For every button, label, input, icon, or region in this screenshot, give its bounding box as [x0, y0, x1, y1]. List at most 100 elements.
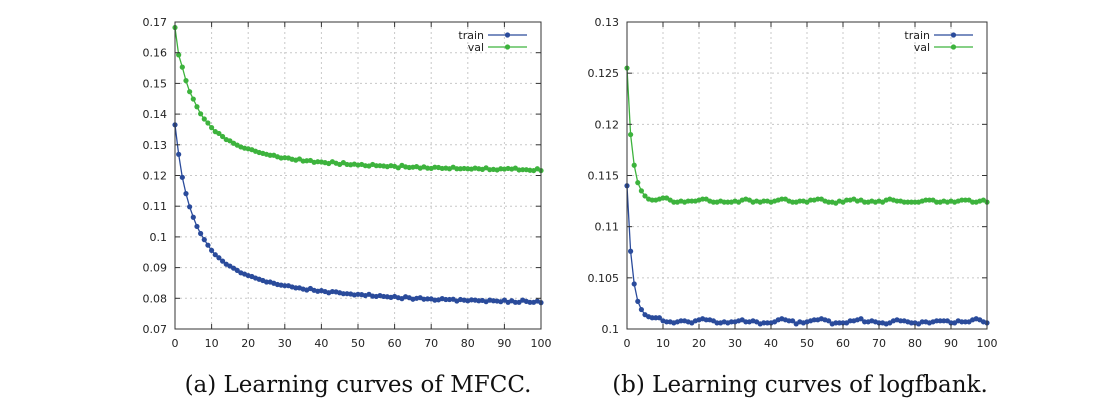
- x-tick-label: 50: [800, 337, 814, 350]
- x-tick-label: 20: [241, 337, 255, 350]
- data-point-train: [293, 285, 299, 291]
- data-point-val: [187, 89, 193, 95]
- data-point-train: [858, 316, 864, 322]
- data-point-val: [808, 197, 814, 203]
- data-point-val: [227, 138, 233, 144]
- data-point-train: [205, 242, 211, 248]
- data-point-val: [267, 152, 273, 158]
- data-point-train: [678, 318, 684, 324]
- data-point-train: [194, 223, 200, 230]
- data-point-train: [212, 252, 218, 258]
- x-tick-label: 40: [314, 337, 328, 350]
- data-point-train: [631, 281, 637, 287]
- data-point-val: [926, 197, 933, 203]
- data-point-train: [847, 318, 853, 324]
- data-point-val: [797, 198, 803, 204]
- x-tick-label: 70: [872, 337, 886, 350]
- chart-mfcc-ticks: 0 10 20 30 40 50 60 70 80 90 100 0.07 0.08 0.09 0.1 0.1…: [143, 16, 552, 350]
- y-tick-label: 0.09: [143, 262, 168, 275]
- data-point-val: [194, 104, 200, 110]
- y-tick-label: 0.11: [143, 200, 168, 213]
- y-tick-label: 0.12: [595, 118, 620, 131]
- data-point-train: [190, 214, 196, 220]
- data-point-val: [198, 111, 204, 117]
- data-point-train: [201, 237, 207, 243]
- x-tick-label: 30: [278, 337, 292, 350]
- chart-logfbank-ticks: 0 10 20 30 40 50 60 70 80 90 100 0.1 0.105 0.11 0.115 0…: [588, 16, 998, 350]
- legend-marker-train: [950, 32, 957, 38]
- data-point-train: [826, 318, 832, 324]
- y-tick-label: 0.13: [595, 16, 620, 29]
- data-point-train: [908, 320, 915, 326]
- legend-label-train: train: [458, 29, 484, 42]
- data-point-val: [934, 199, 940, 205]
- data-point-train: [833, 320, 839, 326]
- data-point-train: [764, 320, 771, 326]
- data-point-val: [959, 197, 965, 203]
- data-point-val: [685, 198, 691, 204]
- data-point-val: [183, 78, 189, 84]
- data-point-train: [512, 299, 518, 305]
- data-point-val: [844, 197, 850, 203]
- data-point-val: [894, 198, 900, 204]
- data-point-train: [811, 317, 817, 323]
- data-point-val: [962, 197, 969, 203]
- data-point-val: [631, 162, 637, 168]
- y-tick-label: 0.11: [595, 221, 620, 234]
- data-point-train: [628, 248, 634, 254]
- data-point-train: [187, 204, 193, 210]
- data-point-train: [424, 296, 431, 302]
- data-point-val: [912, 199, 918, 205]
- data-point-train: [790, 318, 796, 324]
- data-point-val: [205, 120, 211, 126]
- data-point-train: [653, 315, 659, 321]
- data-point-train: [198, 230, 204, 237]
- data-point-val: [862, 199, 868, 205]
- data-point-train: [840, 320, 846, 326]
- data-point-train: [937, 318, 943, 324]
- data-point-val: [826, 199, 832, 205]
- data-point-train: [898, 318, 904, 324]
- chart-logfbank-caption: (b) Learning curves of logfbank.: [612, 372, 988, 398]
- data-point-train: [340, 291, 346, 297]
- data-point-train: [728, 319, 735, 325]
- x-tick-label: 60: [388, 337, 402, 350]
- data-point-train: [635, 298, 641, 304]
- data-point-val: [905, 199, 911, 205]
- legend-label-train: train: [904, 29, 930, 42]
- data-point-val: [970, 199, 976, 205]
- data-point-val: [815, 196, 821, 202]
- data-point-val: [219, 133, 226, 140]
- data-point-val: [642, 193, 648, 199]
- x-tick-label: 80: [908, 337, 922, 350]
- data-point-train: [656, 315, 663, 321]
- data-point-val: [923, 197, 929, 203]
- x-tick-label: 100: [531, 337, 552, 350]
- y-tick-label: 0.13: [143, 139, 168, 152]
- data-point-train: [443, 296, 449, 303]
- data-point-val: [700, 196, 706, 202]
- data-point-train: [919, 319, 925, 325]
- x-tick-label: 70: [424, 337, 438, 350]
- x-tick-label: 50: [351, 337, 365, 350]
- data-point-val: [779, 196, 785, 202]
- data-point-val: [454, 166, 460, 172]
- y-tick-label: 0.1: [150, 231, 168, 244]
- y-tick-label: 0.1: [602, 323, 620, 336]
- y-tick-label: 0.115: [588, 170, 620, 183]
- y-tick-label: 0.105: [588, 272, 620, 285]
- y-tick-label: 0.125: [588, 67, 620, 80]
- data-point-val: [908, 199, 915, 205]
- data-point-val: [635, 180, 641, 186]
- data-point-train: [664, 319, 670, 325]
- data-point-val: [901, 199, 907, 205]
- y-tick-label: 0.12: [143, 170, 168, 183]
- data-point-train: [934, 318, 940, 324]
- data-point-val: [520, 167, 526, 173]
- data-point-val: [660, 195, 666, 201]
- legend-label-val: val: [468, 41, 484, 54]
- data-point-train: [179, 174, 185, 180]
- chart-logfbank-grid: [627, 22, 987, 329]
- data-point-train: [234, 267, 240, 273]
